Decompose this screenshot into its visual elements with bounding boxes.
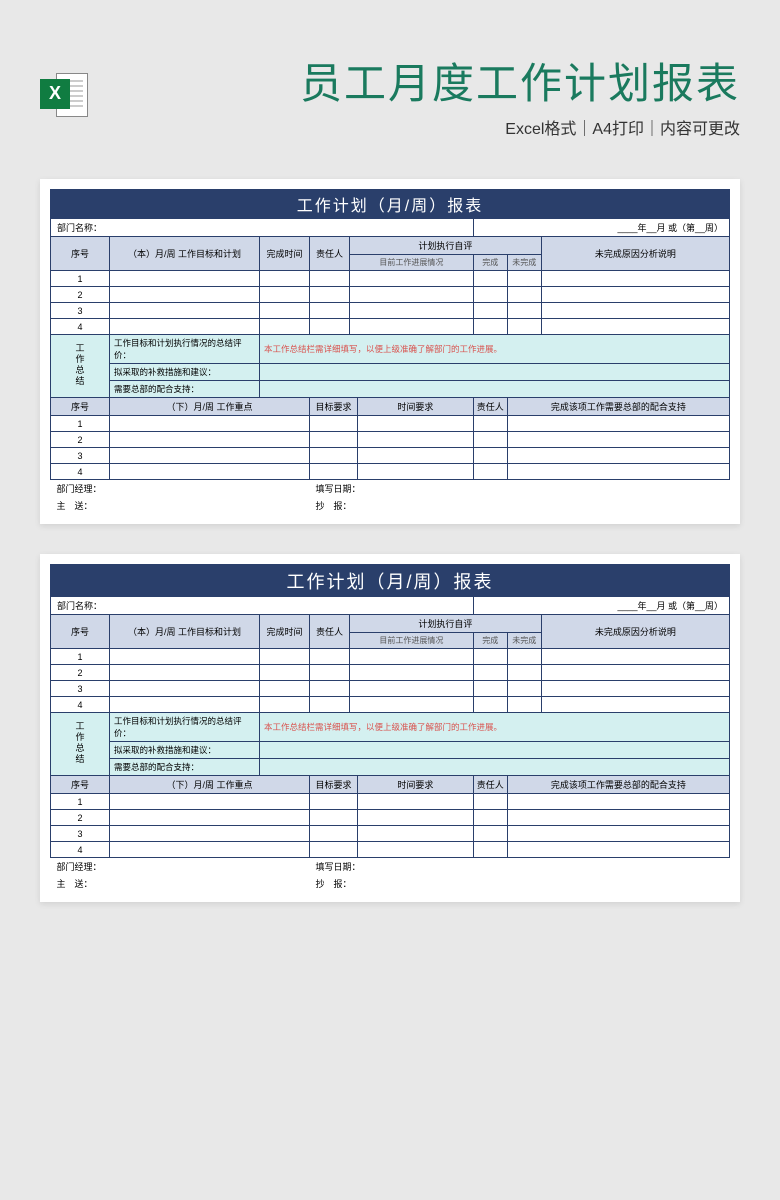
table-row: 3 — [51, 303, 730, 319]
summary-r2-val — [260, 364, 730, 381]
table-row: 1 — [51, 416, 730, 432]
col-seq: 序号 — [51, 237, 110, 271]
foot-send: 主 送： — [51, 497, 310, 514]
form-card-2: 工作计划（月/周）报表 部门名称： ____年__月 或（第__周） 序号 （本… — [40, 554, 740, 902]
col-done-time: 完成时间 — [260, 237, 310, 271]
summary-r1-label: 工作目标和计划执行情况的总结评价： — [110, 335, 260, 364]
col-incomplete: 未完成 — [507, 255, 541, 271]
table-row: 3 — [51, 681, 730, 697]
table-row: 2 — [51, 665, 730, 681]
col-eval: 计划执行自评 — [350, 237, 542, 255]
summary-r1-note: 本工作总结栏需详细填写，以便上级准确了解部门的工作进展。 — [260, 335, 730, 364]
table-row: 4 — [51, 697, 730, 713]
table-row: 2 — [51, 810, 730, 826]
col-owner: 责任人 — [310, 237, 350, 271]
foot-date: 填写日期： — [310, 480, 730, 498]
form-title: 工作计划（月/周）报表 — [51, 190, 730, 219]
col2-focus: （下）月/周 工作重点 — [110, 398, 310, 416]
table-row: 3 — [51, 448, 730, 464]
col-plan: （本）月/周 工作目标和计划 — [110, 237, 260, 271]
main-title: 员工月度工作计划报表 — [100, 50, 740, 111]
col2-goal: 目标要求 — [310, 398, 358, 416]
table-row: 4 — [51, 842, 730, 858]
table-row: 1 — [51, 271, 730, 287]
form-card-1: 工作计划（月/周）报表 部门名称： ____年__月 或（第__周） 序号 （本… — [40, 179, 740, 524]
col2-owner: 责任人 — [473, 398, 507, 416]
table-row: 2 — [51, 287, 730, 303]
summary-r3-val — [260, 381, 730, 398]
table-row: 4 — [51, 319, 730, 335]
date-field: ____年__月 或（第__周） — [473, 597, 729, 615]
dept-label: 部门名称： — [51, 597, 474, 615]
form-title: 工作计划（月/周）报表 — [51, 565, 730, 597]
foot-cc: 抄 报： — [310, 497, 730, 514]
date-field: ____年__月 或（第__周） — [473, 219, 729, 237]
col2-support: 完成该项工作需要总部的配合支持 — [507, 398, 729, 416]
table-row: 3 — [51, 826, 730, 842]
table-row: 1 — [51, 649, 730, 665]
table-row: 1 — [51, 794, 730, 810]
col2-seq: 序号 — [51, 398, 110, 416]
col-reason: 未完成原因分析说明 — [541, 237, 729, 271]
plan-table-2: 工作计划（月/周）报表 部门名称： ____年__月 或（第__周） 序号 （本… — [50, 564, 730, 892]
sub-title: Excel格式｜A4打印｜内容可更改 — [100, 115, 740, 139]
table-row: 4 — [51, 464, 730, 480]
plan-table: 工作计划（月/周）报表 部门名称： ____年__月 或（第__周） 序号 （本… — [50, 189, 730, 514]
dept-label: 部门名称： — [51, 219, 474, 237]
col-progress: 目前工作进展情况 — [350, 255, 474, 271]
summary-vlabel: 工作总结 — [51, 335, 110, 398]
summary-r3-label: 需要总部的配合支持： — [110, 381, 260, 398]
page-header: X 员工月度工作计划报表 Excel格式｜A4打印｜内容可更改 — [0, 20, 780, 149]
excel-icon: X — [40, 71, 88, 119]
summary-r2-label: 拟采取的补救措施和建议： — [110, 364, 260, 381]
col-complete: 完成 — [473, 255, 507, 271]
table-row: 2 — [51, 432, 730, 448]
col2-time: 时间要求 — [358, 398, 474, 416]
foot-mgr: 部门经理： — [51, 480, 310, 498]
